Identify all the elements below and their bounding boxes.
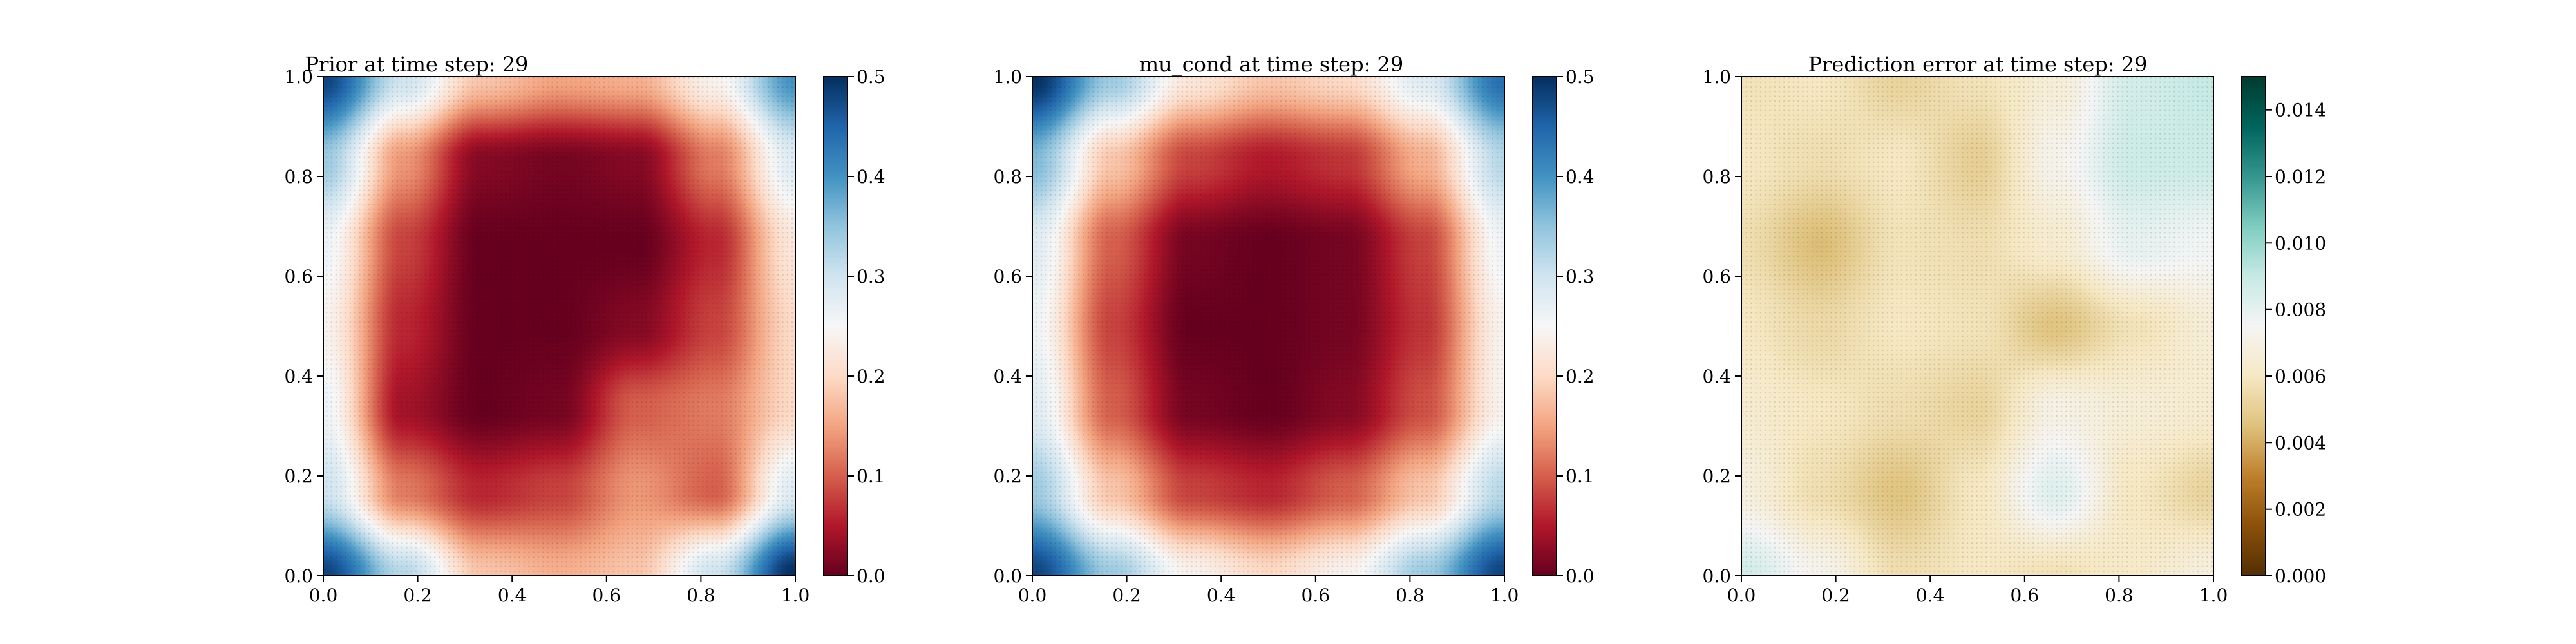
mu-cond-cbtick-label: 0.2: [1566, 366, 1595, 387]
prediction-error-colorbar-frame: [2241, 76, 2266, 576]
prior-x-axis: 0.0 0.2 0.4 0.6 0.8 1.0: [309, 576, 810, 606]
mu-cond-xtick-label: 0.4: [1207, 585, 1236, 606]
prior-axes-frame: [323, 76, 796, 576]
mu-cond-plot-area: [1032, 76, 1505, 576]
panel-mu-cond: mu_cond at time step: 29 0.0 0.2 0.4 0.6…: [993, 52, 1594, 606]
prediction-error-ytick-label: 0.0: [1702, 565, 1731, 587]
prior-xtick-label: 0.2: [403, 585, 432, 606]
mu-cond-xtick-label: 0.0: [1018, 585, 1047, 606]
prior-y-axis: 0.0 0.2 0.4 0.6 0.8 1.0: [284, 66, 323, 587]
prediction-error-xtick-label: 0.6: [2011, 585, 2040, 606]
prediction-error-xtick-label: 0.0: [1727, 585, 1756, 606]
prior-colorbar-frame: [823, 76, 848, 576]
mu-cond-ytick-label: 0.4: [993, 366, 1022, 387]
panel-prediction-error: Prediction error at time step: 29 0.0 0.…: [1702, 52, 2326, 606]
prior-title: Prior at time step: 29: [305, 52, 529, 77]
mu-cond-xtick-label: 0.2: [1112, 585, 1141, 606]
mu-cond-cbtick-label: 0.0: [1566, 565, 1595, 587]
prior-colorbar: 0.0 0.1 0.2 0.3 0.4 0.5: [823, 66, 886, 587]
prediction-error-y-axis: 0.0 0.2 0.4 0.6 0.8 1.0: [1702, 66, 1741, 587]
prior-xtick-label: 0.6: [592, 585, 621, 606]
prediction-error-ytick-label: 1.0: [1702, 66, 1731, 88]
prediction-error-ytick-label: 0.4: [1702, 366, 1731, 387]
prediction-error-cbtick-label: 0.012: [2275, 166, 2326, 187]
prediction-error-colorbar: 0.000 0.002 0.004 0.006 0.008 0.010 0.01…: [2241, 76, 2326, 587]
prior-grid-dots: [323, 77, 795, 576]
mu-cond-cbtick-label: 0.5: [1566, 66, 1595, 88]
prediction-error-axes-frame: [1741, 76, 2214, 576]
prior-xtick-label: 0.0: [309, 585, 338, 606]
prediction-error-cbtick-label: 0.004: [2275, 432, 2326, 453]
prior-xtick-label: 0.8: [687, 585, 715, 606]
mu-cond-title: mu_cond at time step: 29: [1139, 52, 1403, 77]
prior-colorbar-gradient: [824, 77, 848, 576]
prior-cbtick-label: 0.4: [857, 166, 886, 187]
prediction-error-xtick-label: 0.4: [1916, 585, 1945, 606]
mu-cond-xtick-label: 0.8: [1396, 585, 1425, 606]
mu-cond-grid-dots: [1032, 77, 1504, 576]
prediction-error-cbtick-label: 0.014: [2275, 100, 2326, 121]
mu-cond-ytick-label: 0.6: [993, 266, 1022, 287]
prediction-error-cbtick-label: 0.002: [2275, 499, 2326, 520]
mu-cond-x-axis: 0.0 0.2 0.4 0.6 0.8 1.0: [1018, 576, 1519, 606]
prior-ytick-label: 1.0: [284, 66, 313, 88]
panel-prior: Prior at time step: 29 0.0 0.2 0.4 0.6 0…: [284, 52, 885, 606]
mu-cond-xtick-label: 1.0: [1490, 585, 1519, 606]
prior-ytick-label: 0.4: [284, 366, 313, 387]
prediction-error-ytick-label: 0.8: [1702, 166, 1731, 187]
prior-ytick-label: 0.8: [284, 166, 313, 187]
prediction-error-ytick-label: 0.2: [1702, 466, 1731, 487]
prediction-error-x-axis: 0.0 0.2 0.4 0.6 0.8 1.0: [1727, 576, 2228, 606]
mu-cond-ytick-label: 1.0: [993, 66, 1022, 88]
mu-cond-axes-frame: [1032, 76, 1505, 576]
prediction-error-title: Prediction error at time step: 29: [1808, 52, 2148, 77]
mu-cond-colorbar-frame: [1532, 76, 1557, 576]
prediction-error-cbtick-label: 0.008: [2275, 299, 2326, 321]
mu-cond-xtick-label: 0.6: [1302, 585, 1331, 606]
prediction-error-grid-dots: [1741, 77, 2213, 576]
mu-cond-colorbar-gradient: [1533, 77, 1557, 576]
prior-cbtick-label: 0.2: [857, 366, 886, 387]
prior-cbtick-label: 0.5: [857, 66, 886, 88]
prediction-error-ytick-label: 0.6: [1702, 266, 1731, 287]
mu-cond-cbtick-label: 0.1: [1566, 466, 1595, 487]
prior-cbtick-label: 0.0: [857, 565, 886, 587]
prediction-error-colorbar-gradient: [2242, 77, 2266, 576]
mu-cond-cbtick-label: 0.3: [1566, 266, 1595, 287]
prediction-error-plot-area: [1741, 76, 2214, 576]
mu-cond-ytick-label: 0.8: [993, 166, 1022, 187]
mu-cond-y-axis: 0.0 0.2 0.4 0.6 0.8 1.0: [993, 66, 1032, 587]
prior-xtick-label: 0.4: [498, 585, 527, 606]
mu-cond-cbtick-label: 0.4: [1566, 166, 1595, 187]
prior-ytick-label: 0.2: [284, 466, 313, 487]
prior-plot-area: [323, 76, 796, 576]
prior-xtick-label: 1.0: [781, 585, 810, 606]
prediction-error-cbtick-label: 0.010: [2275, 232, 2326, 254]
prior-ytick-label: 0.6: [284, 266, 313, 287]
mu-cond-ytick-label: 0.0: [993, 565, 1022, 587]
prediction-error-xtick-label: 1.0: [2199, 585, 2228, 606]
prior-ytick-label: 0.0: [284, 565, 313, 587]
prior-cbtick-label: 0.3: [857, 266, 886, 287]
prediction-error-cbtick-label: 0.006: [2275, 366, 2326, 387]
prediction-error-xtick-label: 0.2: [1821, 585, 1850, 606]
mu-cond-ytick-label: 0.2: [993, 466, 1022, 487]
prior-cbtick-label: 0.1: [857, 466, 886, 487]
prediction-error-xtick-label: 0.8: [2105, 585, 2134, 606]
prediction-error-cbtick-label: 0.000: [2275, 565, 2326, 587]
mu-cond-colorbar: 0.0 0.1 0.2 0.3 0.4 0.5: [1532, 66, 1595, 587]
